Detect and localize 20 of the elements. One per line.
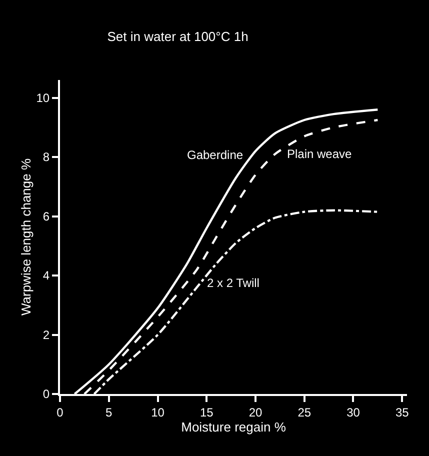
x-tick-label: 15 xyxy=(200,405,214,420)
x-axis-title: Moisture regain % xyxy=(181,419,286,434)
x-tick-label: 30 xyxy=(346,405,360,420)
x-tick-label: 20 xyxy=(248,405,262,420)
chart-title: Set in water at 100°C 1h xyxy=(107,29,248,44)
series-label: Plain weave xyxy=(287,147,352,161)
y-tick-label: 8 xyxy=(42,150,50,164)
y-tick-label: 10 xyxy=(36,90,50,105)
y-tick-label: 4 xyxy=(42,268,50,283)
x-tick-label: 0 xyxy=(56,405,64,420)
x-tick-label: 10 xyxy=(151,405,165,420)
y-tick-label: 2 xyxy=(42,328,50,342)
series-label: 2 x 2 Twill xyxy=(207,276,260,290)
y-tick-label: 0 xyxy=(42,387,50,402)
x-tick-label: 35 xyxy=(395,405,410,420)
y-tick-label: 6 xyxy=(42,209,50,224)
series-label: Gaberdine xyxy=(187,148,244,162)
x-tick-label: 5 xyxy=(106,405,113,420)
x-tick-label: 25 xyxy=(298,405,312,420)
y-axis-title: Warpwise length change % xyxy=(18,158,34,316)
